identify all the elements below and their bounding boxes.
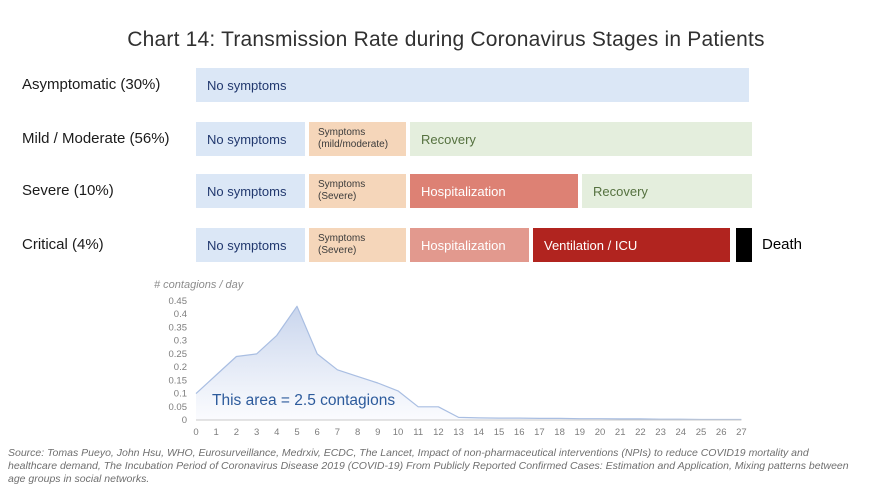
source-note: Source: Tomas Pueyo, John Hsu, WHO, Euro… [8,447,878,486]
x-tick-label: 25 [696,427,707,438]
stage-row-label: Mild / Moderate (56%) [22,130,170,147]
y-axis-labels: 0 0.05 0.1 0.15 0.2 0.25 0.3 0.35 0.4 0.45 [169,296,188,426]
x-axis-labels: 0 1 2 3 4 5 6 7 8 9 10 11 12 13 14 15 16 17 18 19 20 21 22 23 24… [193,427,746,438]
x-tick-label: 22 [635,427,646,438]
stage-segment-ventilation: Ventilation / ICU [533,228,730,262]
x-tick-label: 8 [355,427,360,438]
source-line: healthcare demand, The Incubation Period… [8,460,849,472]
y-tick-label: 0.35 [169,322,188,333]
y-tick-label: 0.4 [174,309,187,320]
death-label: Death [762,236,803,253]
stage-segment-symptoms: Symptoms (Severe) [309,174,406,208]
stage-segment-hosp_critical: Hospitalization [410,228,529,262]
y-axis-title: # contagions / day [154,279,244,291]
x-tick-label: 17 [534,427,545,438]
y-tick-label: 0.25 [169,349,188,360]
x-tick-label: 15 [494,427,505,438]
y-tick-label: 0.3 [174,336,187,347]
y-tick-label: 0.05 [169,402,188,413]
x-tick-label: 1 [214,427,219,438]
x-tick-label: 13 [453,427,464,438]
stage-segment-symptoms: Symptoms (Severe) [309,228,406,262]
x-tick-label: 19 [575,427,586,438]
x-tick-label: 2 [234,427,239,438]
stage-segment-no_symptoms: No symptoms [196,174,305,208]
x-tick-label: 5 [294,427,299,438]
stage-segment-no_symptoms: No symptoms [196,68,749,102]
y-tick-label: 0.45 [169,296,188,307]
stage-segment-death_marker [736,228,752,262]
x-tick-label: 10 [393,427,404,438]
chart-title: Chart 14: Transmission Rate during Coron… [127,28,765,51]
area-annotation: This area = 2.5 contagions [212,392,396,409]
source-line: age groups in social networks. [8,473,150,485]
y-tick-label: 0.1 [174,389,187,400]
x-tick-label: 6 [315,427,320,438]
y-tick-label: 0.15 [169,375,188,386]
x-tick-label: 18 [554,427,565,438]
y-tick-label: 0.2 [174,362,187,373]
stage-segment-hosp_severe: Hospitalization [410,174,578,208]
x-tick-label: 4 [274,427,279,438]
stage-row-label: Asymptomatic (30%) [22,76,161,93]
x-tick-label: 11 [413,427,423,438]
stage-row-label: Severe (10%) [22,182,114,199]
stage-segment-no_symptoms: No symptoms [196,122,305,156]
stage-segment-no_symptoms: No symptoms [196,228,305,262]
x-tick-label: 12 [433,427,444,438]
stage-segment-recovery: Recovery [410,122,752,156]
stage-segment-symptoms: Symptoms (mild/moderate) [309,122,406,156]
x-tick-label: 0 [193,427,198,438]
x-tick-label: 14 [474,427,485,438]
x-tick-label: 27 [736,427,747,438]
x-tick-label: 23 [655,427,666,438]
x-tick-label: 9 [375,427,380,438]
x-tick-label: 20 [595,427,606,438]
x-tick-label: 7 [335,427,340,438]
x-tick-label: 16 [514,427,525,438]
x-tick-label: 21 [615,427,626,438]
stage-segment-recovery: Recovery [582,174,752,208]
area-series [195,305,742,421]
x-tick-label: 3 [254,427,259,438]
stage-row-label: Critical (4%) [22,236,104,253]
source-line: Source: Tomas Pueyo, John Hsu, WHO, Euro… [8,447,809,459]
x-tick-label: 26 [716,427,727,438]
y-tick-label: 0 [182,415,187,426]
x-tick-label: 24 [676,427,687,438]
